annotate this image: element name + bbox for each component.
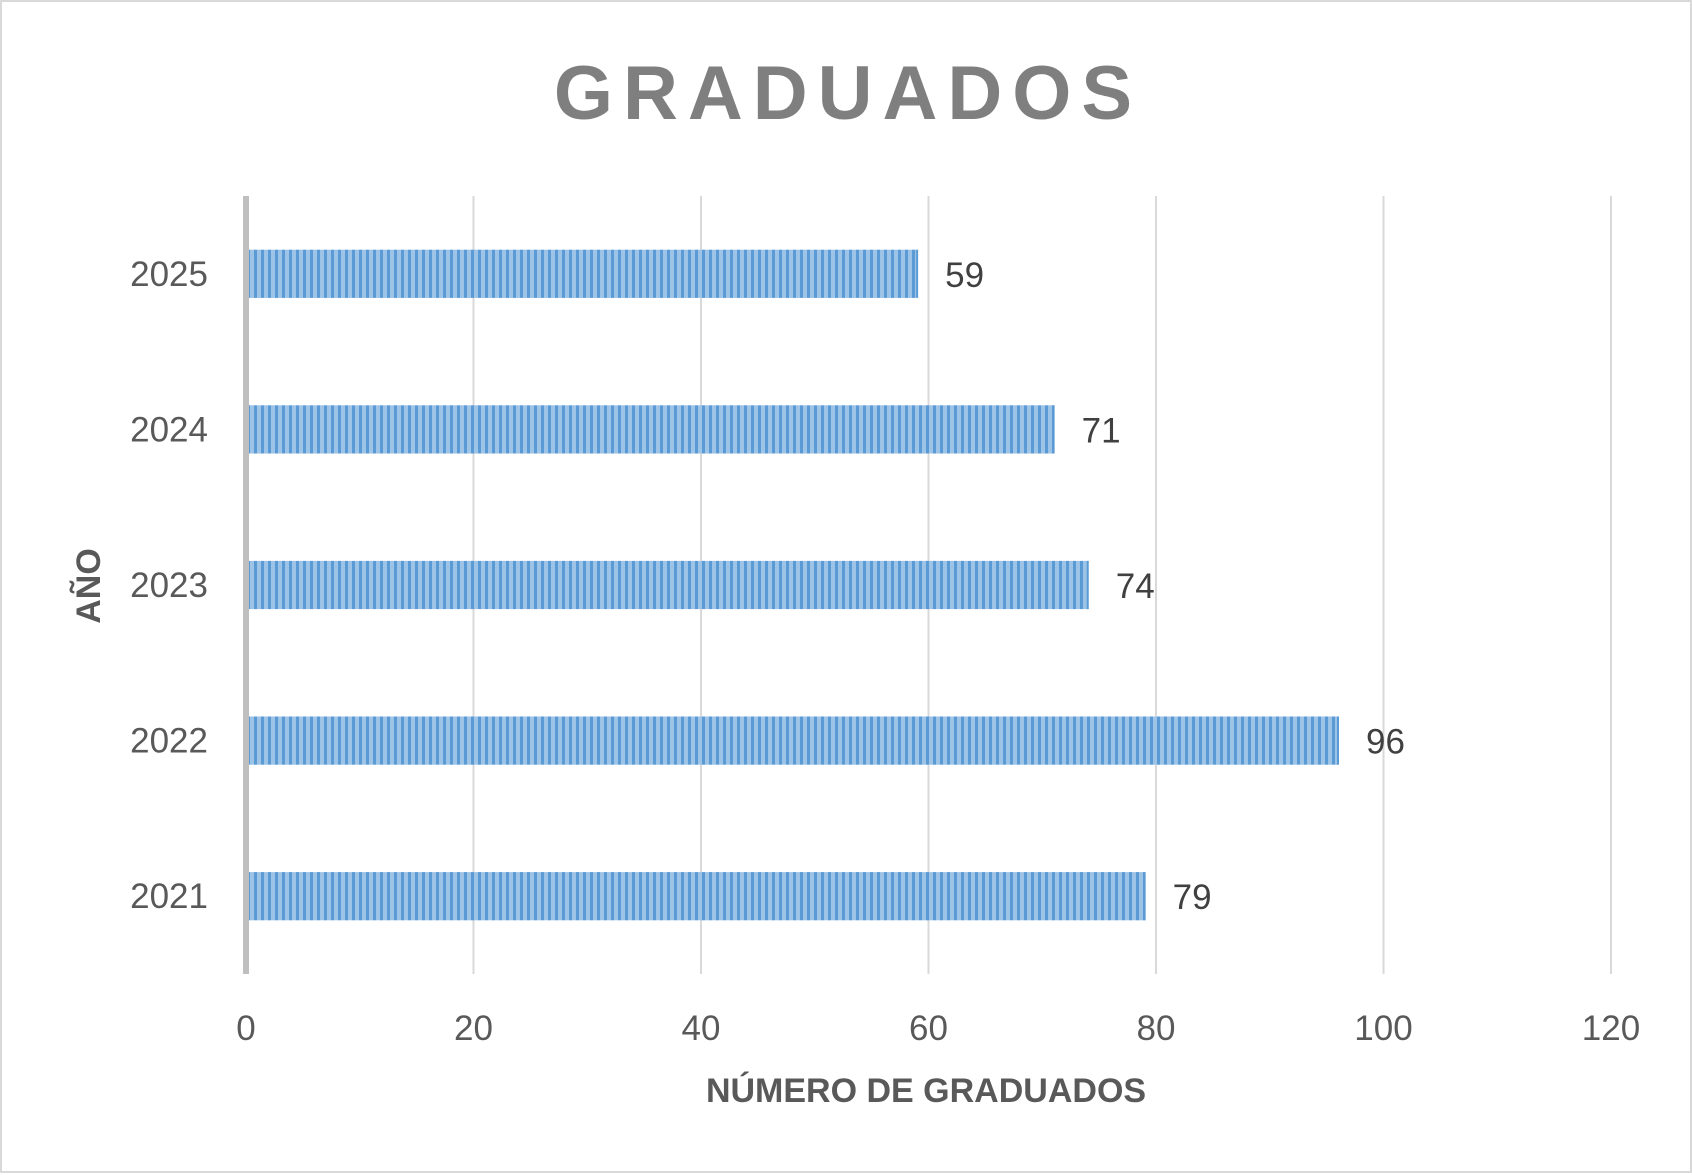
bar-2023 <box>246 560 1088 610</box>
x-tick-label: 60 <box>909 1009 948 1048</box>
x-tick-label: 80 <box>1137 1009 1176 1048</box>
y-tick-label: 2022 <box>130 722 208 761</box>
data-labels: 59 71 74 96 79 <box>945 256 1405 917</box>
x-tick-label: 100 <box>1354 1009 1412 1048</box>
x-tick-label: 120 <box>1582 1009 1640 1048</box>
y-axis-ticks: 2025 2024 2023 2022 2021 <box>130 255 208 916</box>
data-label: 74 <box>1116 567 1155 606</box>
y-axis-title: AÑO <box>70 548 108 624</box>
bar-2024 <box>246 405 1054 454</box>
bar-2022 <box>246 716 1338 765</box>
bars <box>246 249 1339 921</box>
x-tick-label: 40 <box>682 1009 721 1048</box>
bar-2021 <box>246 872 1145 921</box>
data-label: 79 <box>1173 878 1212 917</box>
data-label: 59 <box>945 256 984 295</box>
x-tick-label: 20 <box>454 1009 493 1048</box>
chart-title: GRADUADOS <box>554 51 1142 136</box>
bar-2025 <box>246 249 918 298</box>
data-label: 71 <box>1082 411 1121 450</box>
y-tick-label: 2024 <box>130 410 208 449</box>
y-tick-label: 2023 <box>130 566 208 605</box>
x-axis-title: NÚMERO DE GRADUADOS <box>706 1072 1146 1110</box>
y-tick-label: 2025 <box>130 255 208 294</box>
data-label: 96 <box>1366 723 1405 762</box>
x-tick-label: 0 <box>236 1009 255 1048</box>
y-tick-label: 2021 <box>130 877 208 916</box>
x-axis-ticks: 0 20 40 60 80 100 120 <box>236 1009 1640 1048</box>
